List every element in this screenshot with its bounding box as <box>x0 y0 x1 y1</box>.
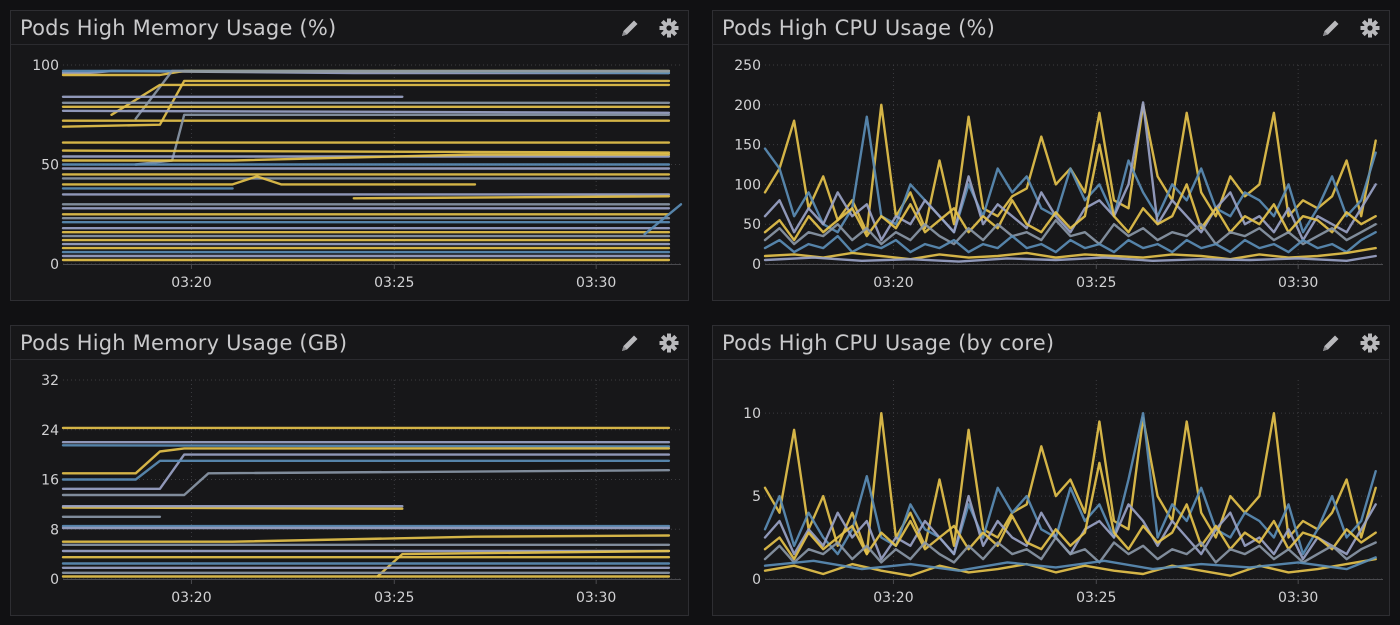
gear-icon[interactable] <box>1359 17 1381 39</box>
series-line <box>763 412 1377 556</box>
x-tick-label: 03:30 <box>1278 590 1318 606</box>
y-tick-label: 100 <box>734 177 761 193</box>
x-tick-label: 03:30 <box>576 590 616 606</box>
y-tick-label: 100 <box>32 58 59 74</box>
panel-title: Pods High Memory Usage (%) <box>20 16 337 40</box>
series-line <box>763 556 1377 572</box>
series-line <box>61 459 671 481</box>
series-line <box>643 203 683 236</box>
x-tick-label: 03:20 <box>873 275 913 291</box>
panel-cpu-percent: Pods High CPU Usage (%) 0 50 100 150 200 250 0… <box>712 10 1390 301</box>
series-line <box>61 79 671 128</box>
series-line <box>763 536 1377 564</box>
gear-icon[interactable] <box>658 17 680 39</box>
panel-header: Pods High Memory Usage (%) <box>11 11 688 45</box>
series-line <box>763 246 1377 261</box>
series-line <box>61 453 671 491</box>
series-line <box>61 506 404 510</box>
y-tick-label: 50 <box>41 158 59 174</box>
series-line <box>134 113 671 166</box>
x-tick-label: 03:25 <box>374 275 414 291</box>
series-line <box>763 230 1377 254</box>
series-line <box>763 115 1377 234</box>
y-tick-label: 24 <box>41 423 59 439</box>
panel-memory-percent: Pods High Memory Usage (%) 0 50 100 03:20 03… <box>10 10 689 301</box>
panel-title: Pods High Memory Usage (GB) <box>20 331 348 355</box>
pencil-icon[interactable] <box>619 17 641 39</box>
series-line <box>61 109 671 115</box>
series-line <box>61 447 671 475</box>
y-tick-label: 50 <box>743 217 761 233</box>
series-group <box>61 69 683 262</box>
y-tick-label: 200 <box>734 98 761 114</box>
y-tick-label: 250 <box>734 58 761 74</box>
x-tick-label: 03:25 <box>1076 275 1116 291</box>
x-tick-label: 03:20 <box>171 590 211 606</box>
y-tick-label: 0 <box>752 257 761 273</box>
series-group <box>763 412 1377 577</box>
chart-memory-gb: 0 8 16 24 32 03:20 03:25 03:30 <box>41 373 681 606</box>
panel-tools <box>607 332 680 354</box>
y-tick-label: 16 <box>41 473 59 489</box>
series-line <box>763 143 1377 242</box>
chart-memory-percent: 0 50 100 03:20 03:25 03:30 <box>32 58 683 291</box>
y-tick-label: 5 <box>752 489 761 505</box>
series-line <box>61 153 671 162</box>
panel-tools <box>1308 17 1381 39</box>
chart-cpu-percent: 0 50 100 150 200 250 03:20 03:25 03:30 <box>734 58 1383 291</box>
y-tick-label: 0 <box>50 257 59 273</box>
panel-cpu-core: Pods High CPU Usage (by core) 0 5 10 03:20 0… <box>712 325 1390 616</box>
panel-tools <box>1308 332 1381 354</box>
series-line <box>110 83 671 117</box>
series-line <box>763 101 1377 242</box>
x-tick-label: 03:20 <box>171 275 211 291</box>
panel-tools <box>607 17 680 39</box>
panel-title: Pods High CPU Usage (by core) <box>722 331 1055 355</box>
y-tick-label: 0 <box>752 572 761 588</box>
chart-cpu-core: 0 5 10 03:20 03:25 03:30 <box>743 380 1383 606</box>
x-tick-label: 03:30 <box>1278 275 1318 291</box>
series-line <box>763 461 1377 561</box>
panel-header: Pods High CPU Usage (by core) <box>713 326 1389 360</box>
panel-title: Pods High CPU Usage (%) <box>722 16 996 40</box>
x-tick-label: 03:25 <box>374 590 414 606</box>
y-tick-label: 32 <box>41 373 59 389</box>
x-tick-label: 03:25 <box>1076 590 1116 606</box>
y-tick-label: 8 <box>50 522 59 538</box>
gear-icon[interactable] <box>658 332 680 354</box>
panel-header: Pods High Memory Usage (GB) <box>11 326 688 360</box>
series-line <box>61 149 671 154</box>
x-tick-label: 03:30 <box>576 275 616 291</box>
series-line <box>61 534 671 543</box>
series-group <box>61 426 671 578</box>
series-line <box>61 444 671 448</box>
series-line <box>763 218 1377 246</box>
series-line <box>61 468 671 497</box>
series-group <box>763 101 1377 263</box>
panel-memory-gb: Pods High Memory Usage (GB) 0 8 16 24 32 03:2… <box>10 325 689 616</box>
y-tick-label: 10 <box>743 406 761 422</box>
pencil-icon[interactable] <box>1320 17 1342 39</box>
series-line <box>763 254 1377 263</box>
y-tick-label: 150 <box>734 138 761 154</box>
y-tick-label: 0 <box>50 572 59 588</box>
series-line <box>352 195 671 200</box>
x-tick-label: 03:20 <box>873 590 913 606</box>
pencil-icon[interactable] <box>619 332 641 354</box>
series-line <box>61 175 477 186</box>
gear-icon[interactable] <box>1359 332 1381 354</box>
pencil-icon[interactable] <box>1320 332 1342 354</box>
panel-header: Pods High CPU Usage (%) <box>713 11 1389 45</box>
